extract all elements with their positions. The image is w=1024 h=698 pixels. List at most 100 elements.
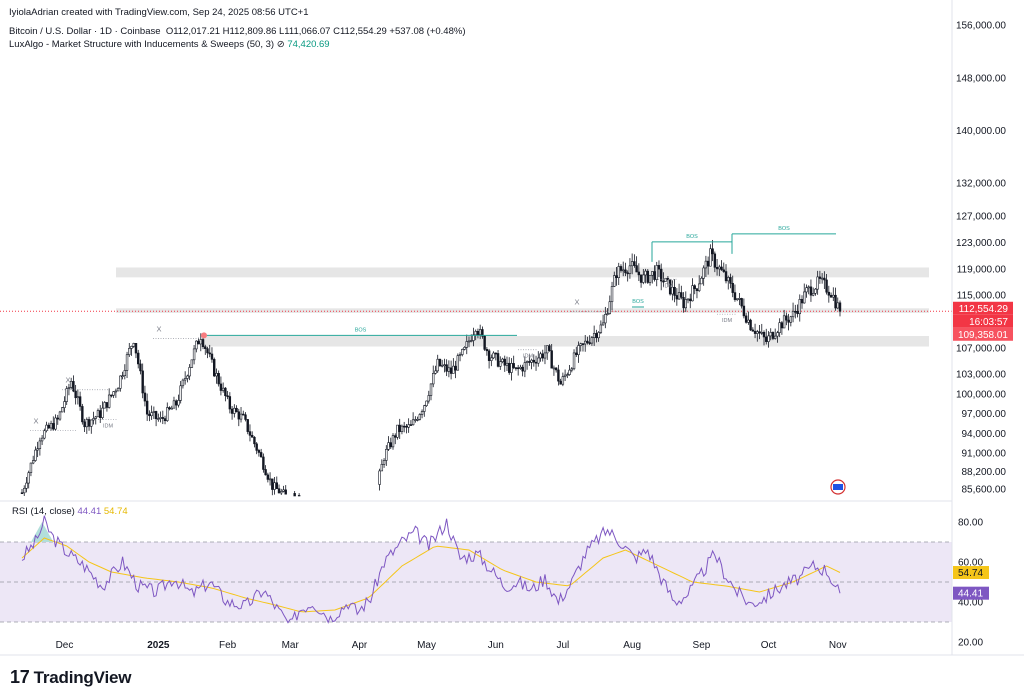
candle-up — [452, 365, 455, 374]
candle-up — [116, 388, 120, 392]
candle-up — [735, 298, 739, 300]
candle-up — [530, 359, 533, 363]
candle-down — [675, 295, 679, 300]
rsi-axis-label-bg — [953, 586, 989, 600]
candle-down — [771, 332, 775, 339]
events-flag-icon[interactable] — [830, 479, 846, 495]
candle-up — [123, 370, 127, 376]
hidden-eye-icon[interactable]: ⊘ — [276, 39, 285, 50]
price-pane[interactable]: BOS BOS BOS BOS IDM IDM IDM IDM X X X X — [0, 226, 952, 497]
candle-down — [548, 345, 551, 351]
candle-up — [686, 298, 690, 301]
candle-down — [516, 367, 520, 370]
rsi-legend[interactable]: RSI (14, close) 44.41 54.74 — [12, 506, 128, 517]
candle-up — [617, 266, 620, 278]
bos-label: BOS — [686, 234, 698, 240]
candle-up — [456, 355, 460, 371]
symbol-name[interactable]: Bitcoin / U.S. Dollar · 1D · Coinbase — [9, 26, 161, 37]
candle-down — [398, 424, 401, 432]
candle-up — [778, 322, 781, 333]
candle-up — [282, 489, 285, 492]
candle-up — [510, 363, 513, 373]
candle-up — [474, 330, 477, 336]
candle-up — [523, 362, 527, 372]
candle-down — [445, 364, 448, 372]
price-tick-label: 123,000.00 — [956, 238, 1006, 249]
tradingview-logo[interactable]: 17 TradingView — [10, 667, 131, 688]
candle-up — [43, 430, 46, 439]
price-tick-label: 115,000.00 — [957, 291, 1007, 302]
rsi-tick-label: 40.00 — [958, 598, 983, 609]
candle-up — [704, 260, 708, 269]
idm-label: IDM — [663, 283, 674, 289]
candle-down — [201, 339, 205, 348]
candle-down — [588, 342, 591, 344]
price-tick-label: 127,000.00 — [956, 212, 1006, 223]
price-tick-label: 88,200.00 — [962, 467, 1007, 478]
candle-up — [697, 283, 701, 292]
candle-up — [380, 463, 384, 472]
candle-up — [49, 423, 53, 429]
candle-up — [630, 261, 634, 267]
candle-up — [443, 364, 446, 366]
candle-up — [29, 462, 33, 473]
candle-down — [141, 370, 144, 394]
candle-up — [691, 285, 694, 302]
last-price-label: 112,554.29 — [959, 304, 1009, 315]
candle-down — [751, 329, 755, 332]
candle-up — [76, 396, 80, 399]
candle-up — [727, 277, 730, 282]
candle-down — [742, 305, 746, 317]
candle-up — [34, 449, 37, 461]
candle-down — [230, 408, 234, 414]
indicator-legend[interactable]: LuxAlgo - Market Structure with Induceme… — [9, 39, 330, 50]
sweep-x-label: X — [574, 297, 579, 306]
candle-up — [655, 265, 658, 280]
candle-up — [96, 410, 100, 418]
candle-down — [275, 482, 278, 490]
candle-up — [458, 354, 462, 356]
candle-up — [622, 269, 625, 272]
candle-down — [615, 275, 618, 278]
rsi-axis-label: 44.41 — [958, 589, 983, 600]
candle-up — [85, 419, 89, 428]
candle-up — [125, 354, 129, 371]
indicator-name[interactable]: LuxAlgo - Market Structure with Induceme… — [9, 39, 275, 50]
candle-up — [280, 491, 283, 494]
candle-up — [832, 294, 835, 298]
candle-down — [454, 365, 457, 371]
candle-down — [449, 367, 453, 374]
candle-down — [110, 394, 113, 397]
candle-down — [765, 336, 768, 342]
candle-up — [613, 275, 616, 287]
price-tick-label: 140,000.00 — [956, 126, 1006, 137]
candle-down — [818, 276, 822, 279]
candle-up — [563, 374, 567, 377]
liquidity-zone — [116, 267, 929, 278]
time-tick-label: Mar — [282, 640, 300, 651]
price-tick-label: 103,000.00 — [956, 370, 1006, 381]
price-tick-label: 97,000.00 — [962, 409, 1007, 420]
candle-down — [496, 353, 500, 367]
candle-down — [729, 277, 732, 284]
swing-high-marker — [201, 332, 207, 339]
candle-up — [195, 340, 198, 350]
candle-up — [418, 414, 422, 420]
idm-label: IDM — [722, 318, 733, 324]
candle-down — [264, 469, 267, 476]
candle-down — [83, 421, 86, 428]
candle-down — [595, 333, 598, 339]
candle-down — [724, 271, 728, 282]
candle-up — [492, 352, 495, 359]
candle-up — [434, 370, 437, 374]
candle-up — [568, 369, 571, 375]
tradingview-logo-icon: 17 — [10, 667, 30, 687]
candle-down — [512, 363, 515, 368]
rsi-pane[interactable]: RSI (14, close) 44.41 54.74 — [0, 506, 952, 624]
symbol-legend[interactable]: Bitcoin / U.S. Dollar · 1D · Coinbase O1… — [9, 26, 465, 37]
candle-down — [163, 418, 167, 422]
candle-up — [423, 405, 426, 412]
candle-down — [829, 294, 833, 298]
candle-down — [521, 366, 524, 372]
